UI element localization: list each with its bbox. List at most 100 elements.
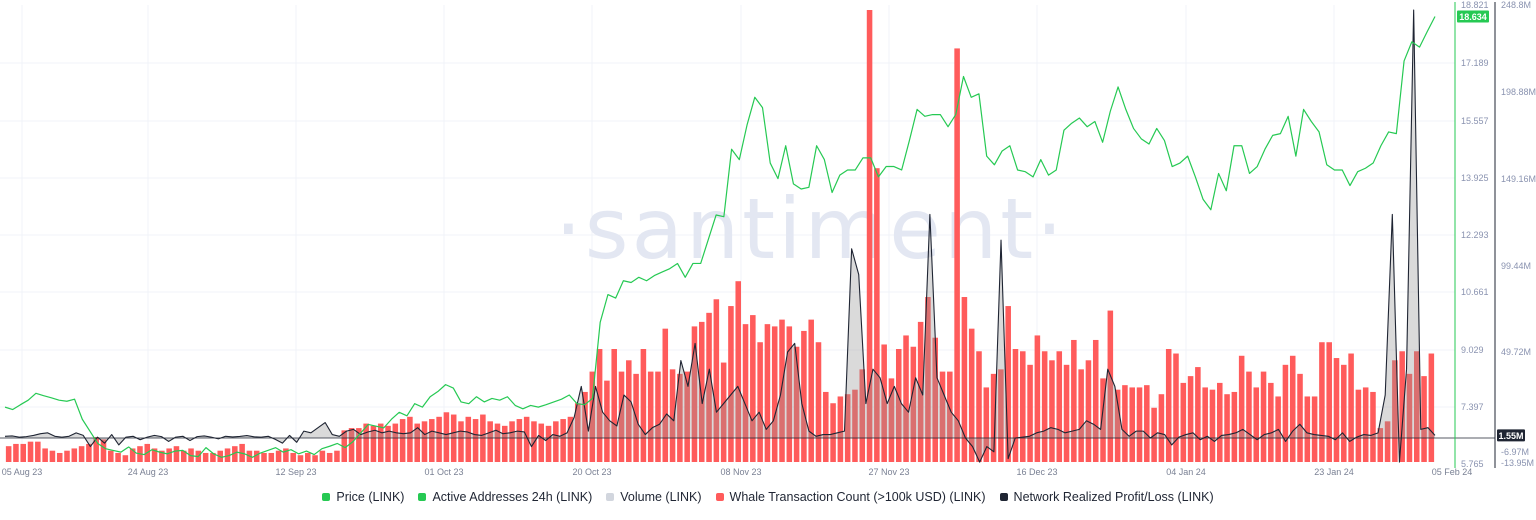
whale-bar (487, 421, 493, 462)
whale-bar (1122, 385, 1128, 462)
whale-bar (720, 362, 727, 462)
whale-bar (1428, 353, 1435, 462)
whale-bar (494, 423, 501, 462)
whale-bar (1005, 306, 1011, 462)
whale-bar (1348, 353, 1354, 462)
whale-bar (1238, 355, 1245, 462)
whale-bar (334, 450, 340, 462)
whale-bar (129, 448, 136, 462)
legend-item[interactable]: Volume (LINK) (606, 490, 702, 504)
price-badge (1457, 10, 1489, 23)
whale-bar (392, 423, 399, 462)
whale-bar (341, 430, 348, 462)
whale-bar (1027, 364, 1033, 462)
whale-bar (1114, 389, 1121, 462)
whale-bar (49, 450, 56, 462)
legend-swatch (999, 493, 1008, 501)
whale-bar (662, 328, 669, 462)
price-axis-tick-label: 18.821 (1461, 0, 1489, 10)
whale-bar (1413, 351, 1420, 462)
whale-bar (582, 391, 588, 462)
whale-bar (305, 452, 311, 462)
secondary-axis-tick-label: -6.97M (1501, 447, 1529, 457)
price-axis-tick-label: 5.765 (1461, 459, 1484, 469)
npl-line (4, 9, 1436, 463)
whale-bar (1326, 342, 1332, 462)
legend-item[interactable]: Price (LINK) (322, 490, 404, 504)
whale-bar (1253, 387, 1260, 462)
whale-bar (801, 330, 807, 462)
price-axis-tick-label: 15.557 (1461, 116, 1489, 126)
whale-bar (122, 455, 129, 462)
whale-bar (1289, 355, 1296, 462)
whale-bar (786, 326, 793, 462)
whale-bar (1195, 367, 1201, 462)
whale-bar (348, 428, 355, 462)
price-axis-tick-label: 10.661 (1461, 287, 1489, 297)
whale-bar (1399, 351, 1405, 462)
whale-bar (1012, 349, 1019, 462)
whale-bar (27, 441, 34, 462)
whale-bar (429, 419, 435, 462)
whale-bar (326, 452, 333, 462)
whale-bar (947, 371, 953, 462)
whale-bar (1173, 353, 1179, 462)
whale-bar (1231, 391, 1238, 462)
npl-badge (1497, 429, 1525, 442)
legend-item[interactable]: Network Realized Profit/Loss (LINK) (999, 490, 1214, 504)
whale-bar (823, 391, 829, 462)
whale-bar (1187, 376, 1194, 462)
whale-bar (771, 326, 778, 462)
whale-bar (655, 371, 661, 462)
whale-bar (1297, 373, 1303, 462)
whale-bar (925, 297, 931, 462)
whale-bar (1421, 376, 1427, 462)
legend-swatch (418, 493, 427, 501)
whale-bar (932, 337, 938, 462)
whale-bar (312, 455, 318, 462)
whale-bar (13, 443, 19, 462)
legend-swatch (715, 493, 724, 501)
whale-bar (757, 342, 763, 462)
x-tick-label: 05 Feb 24 (1432, 467, 1473, 477)
x-tick-label: 20 Oct 23 (572, 467, 611, 477)
whale-bar (604, 380, 610, 462)
secondary-axis-tick-label: 248.8M (1501, 0, 1531, 10)
whale-bar (611, 349, 617, 462)
whale-bar (1217, 382, 1223, 462)
whale-bar (290, 452, 296, 462)
whale-bar (779, 319, 785, 462)
whale-bar (888, 378, 895, 462)
legend-label: Whale Transaction Count (>100k USD) (LIN… (729, 490, 986, 504)
whale-bar (297, 455, 304, 462)
whale-bar (1377, 428, 1384, 462)
whale-bar (100, 439, 107, 462)
legend-item[interactable]: Whale Transaction Count (>100k USD) (LIN… (715, 490, 986, 504)
whale-bar (983, 387, 990, 462)
whale-bar (961, 297, 968, 462)
whale-bar (640, 349, 647, 462)
whale-bar (115, 452, 121, 462)
whale-bar (728, 306, 734, 462)
whale-bar (71, 448, 78, 462)
legend-swatch (606, 493, 615, 501)
whale-bar (596, 349, 603, 462)
whale-bar (399, 419, 406, 462)
whale-bar (1311, 396, 1318, 462)
legend-item[interactable]: Active Addresses 24h (LINK) (418, 490, 592, 504)
whale-bar (1144, 385, 1150, 462)
whale-bar (560, 419, 566, 462)
whale-bar (1034, 335, 1041, 462)
npl-badge-text: 1.55M (1498, 431, 1523, 441)
whale-bar (516, 419, 523, 462)
whale-bar (1129, 387, 1135, 462)
price-axis-tick-label: 9.029 (1461, 345, 1484, 355)
whale-bar (42, 448, 48, 462)
whale-bar (20, 443, 27, 462)
whale-bar (370, 425, 377, 462)
whale-bar (859, 369, 866, 462)
price-axis-tick-label: 13.925 (1461, 173, 1489, 183)
value-badges: 18.634 1.55M (1457, 10, 1525, 442)
whale-bar (5, 446, 12, 462)
